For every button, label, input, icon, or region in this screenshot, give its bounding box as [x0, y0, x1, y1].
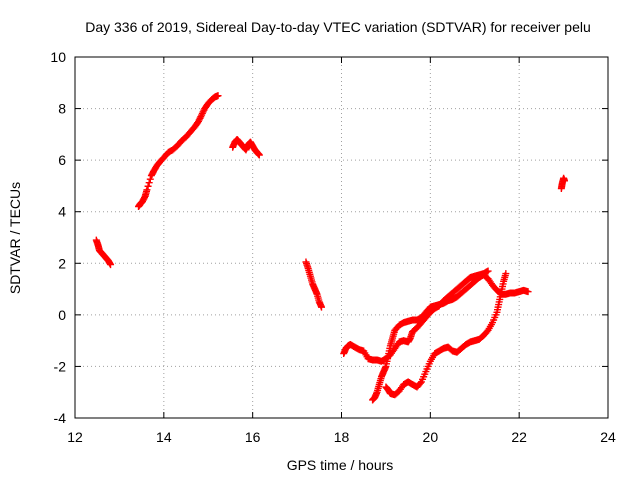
data-point: [416, 379, 424, 387]
data-point: [198, 111, 206, 119]
x-tick-label: 16: [245, 429, 261, 445]
y-tick-label: -4: [54, 410, 67, 426]
axis-ticks: [74, 56, 609, 419]
series-seg6: [369, 271, 532, 404]
data-point: [196, 114, 204, 122]
x-tick-label: 24: [600, 429, 616, 445]
grid: [75, 57, 608, 418]
series-seg2: [135, 92, 222, 211]
y-tick-label: 0: [58, 307, 66, 323]
data-point: [199, 108, 207, 116]
x-tick-label: 20: [423, 429, 439, 445]
y-tick-label: 2: [58, 255, 66, 271]
series-seg7: [382, 270, 510, 399]
data-point: [143, 186, 151, 194]
data-point: [197, 113, 205, 121]
data-point: [144, 182, 152, 190]
data-point: [146, 175, 154, 183]
data-point: [194, 117, 202, 125]
y-tick-label: 10: [50, 49, 66, 65]
data-points: [92, 92, 568, 404]
data-point: [524, 288, 532, 296]
chart-title: Day 336 of 2019, Sidereal Day-to-day VTE…: [85, 19, 591, 35]
data-point: [198, 109, 206, 117]
y-axis-title: SDTVAR / TECUs: [7, 182, 23, 294]
data-point: [214, 92, 222, 100]
x-tick-label: 18: [334, 429, 350, 445]
y-tick-label: 8: [58, 101, 66, 117]
data-point: [255, 151, 263, 159]
y-tick-labels: -4 -2 0 2 4 6 8 10: [50, 49, 66, 426]
x-tick-label: 22: [511, 429, 527, 445]
series-seg8: [557, 174, 568, 193]
x-axis-title: GPS time / hours: [287, 457, 394, 473]
data-point: [195, 116, 203, 124]
data-point: [560, 177, 568, 185]
data-point: [145, 179, 153, 187]
series-seg1: [92, 236, 115, 269]
data-point: [318, 303, 326, 311]
data-point: [107, 261, 115, 269]
y-tick-label: 4: [58, 204, 66, 220]
y-tick-label: -2: [54, 358, 67, 374]
data-point: [484, 267, 492, 275]
series-seg3: [229, 136, 263, 159]
data-point: [502, 270, 510, 278]
x-tick-label: 12: [67, 429, 83, 445]
x-tick-labels: 12 14 16 18 20 22 24: [67, 429, 616, 445]
y-tick-label: 6: [58, 152, 66, 168]
series-seg4: [302, 258, 326, 311]
x-tick-label: 14: [156, 429, 172, 445]
